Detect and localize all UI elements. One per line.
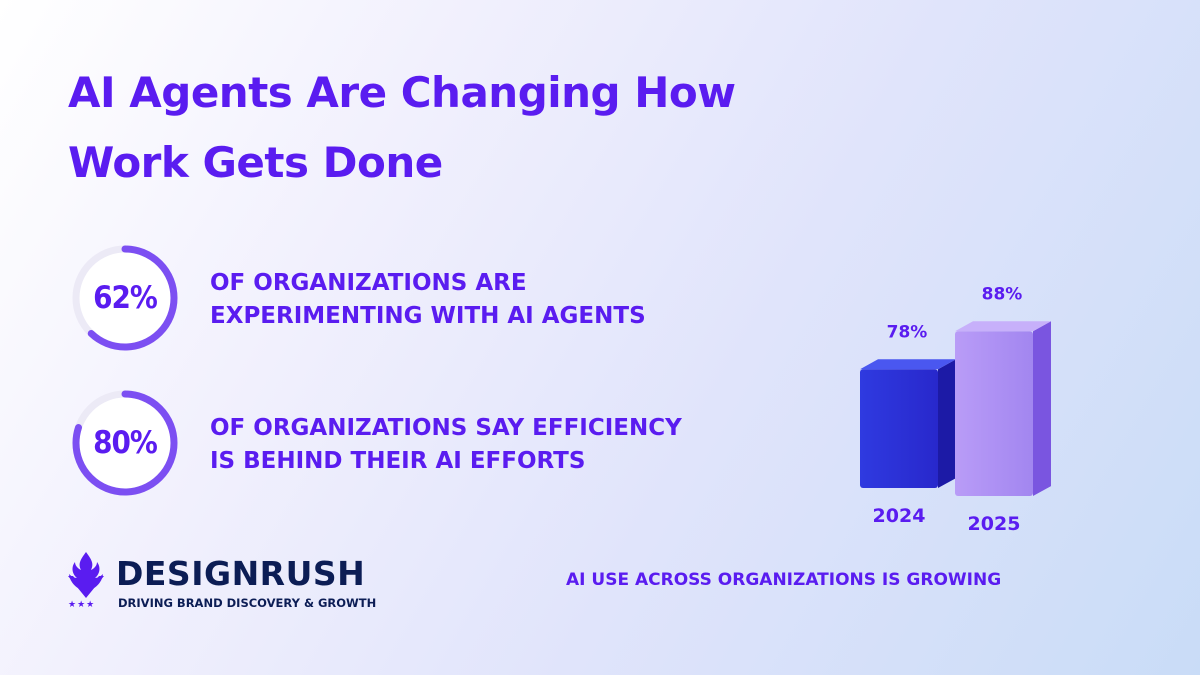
- bar-value-label: 78%: [887, 322, 928, 342]
- bar-side-2025: [1033, 321, 1051, 496]
- bar-value-label: 88%: [982, 284, 1023, 304]
- bar-2024: [860, 369, 938, 488]
- stat-value: 80%: [93, 425, 158, 461]
- title-line-1: AI Agents Are Changing How: [68, 68, 736, 117]
- stat-ring: 62%: [68, 241, 182, 355]
- brand-tagline: DRIVING BRAND DISCOVERY & GROWTH: [118, 596, 377, 610]
- brand-name: DESIGNRUSH: [116, 554, 366, 593]
- progress-ring-icon: [72, 390, 178, 496]
- stat-line-2: IS BEHIND THEIR AI EFFORTS: [210, 448, 586, 474]
- brand-stars: ★★★: [68, 600, 96, 610]
- x-tick-label: 2024: [873, 505, 926, 527]
- bar-top-2024: [860, 359, 956, 370]
- x-tick-label: 2025: [968, 513, 1021, 535]
- flame-shield-icon: [68, 552, 104, 598]
- bar-chart: 78% 2024 88% 2025: [860, 284, 1051, 535]
- bar-top-2025: [955, 321, 1051, 332]
- stat-ring: 80%: [68, 386, 182, 500]
- page-title: AI Agents Are Changing How Work Gets Don…: [68, 58, 736, 198]
- stat-description: OF ORGANIZATIONS ARE EXPERIMENTING WITH …: [210, 267, 750, 333]
- title-line-2: Work Gets Done: [68, 138, 443, 187]
- bar-side-2024: [938, 359, 956, 488]
- stat-description: OF ORGANIZATIONS SAY EFFICIENCY IS BEHIN…: [210, 412, 750, 478]
- stat-line-2: EXPERIMENTING WITH AI AGENTS: [210, 303, 646, 329]
- stat-line-1: OF ORGANIZATIONS SAY EFFICIENCY: [210, 415, 682, 441]
- progress-ring-icon: [72, 245, 178, 351]
- chart-caption: AI USE ACROSS ORGANIZATIONS IS GROWING: [566, 570, 1002, 590]
- bar-2025: [955, 331, 1033, 496]
- stat-value: 62%: [93, 280, 158, 316]
- stat-line-1: OF ORGANIZATIONS ARE: [210, 270, 527, 296]
